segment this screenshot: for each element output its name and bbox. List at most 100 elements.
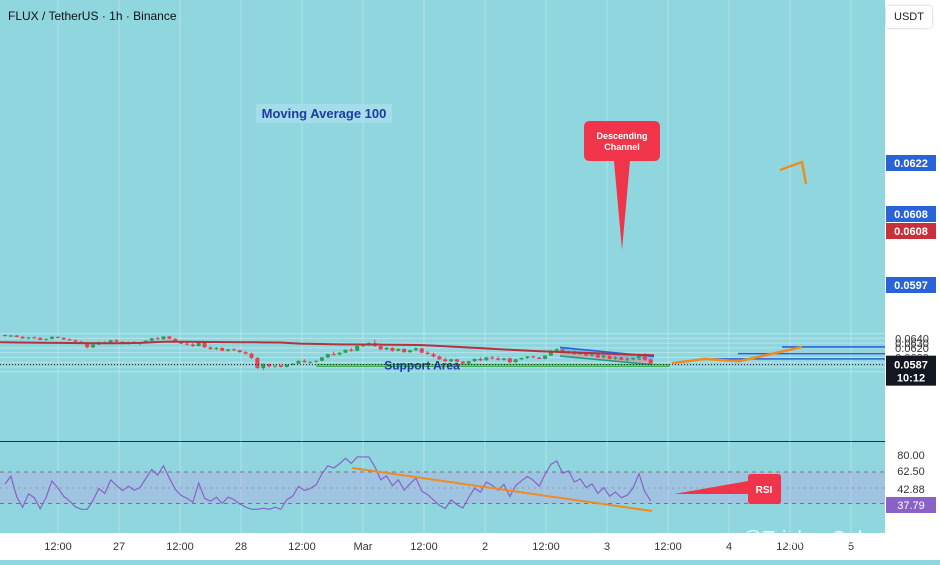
time-tick-label: 3 bbox=[604, 541, 610, 553]
candle-body bbox=[319, 357, 324, 361]
candle-body bbox=[237, 350, 242, 353]
candle-body bbox=[91, 344, 96, 348]
rsi-current-badge bbox=[886, 497, 936, 513]
candle-body bbox=[560, 349, 565, 353]
candle-body bbox=[85, 343, 90, 348]
time-axis-ticks: 12:00 27 12:00 28 12:00 Mar 12:00 2 12:00 3 12:00 4… bbox=[44, 541, 854, 553]
candle-body bbox=[466, 361, 471, 364]
candle-body bbox=[443, 359, 448, 362]
forecast-path bbox=[671, 345, 803, 365]
price-level-badges: 0.0622 0.0608 0.0608 0.0597 bbox=[886, 155, 936, 293]
candle-body bbox=[378, 345, 383, 350]
candle-body bbox=[590, 354, 594, 356]
candle-body bbox=[601, 356, 606, 358]
candle-body bbox=[484, 357, 489, 361]
rsi-callout-text: RSI bbox=[756, 485, 773, 496]
candle-body bbox=[273, 365, 278, 367]
candle-body bbox=[20, 336, 25, 339]
price-tick-label: 0.0620 bbox=[895, 343, 929, 355]
candle-body bbox=[14, 335, 19, 337]
ma-label: Moving Average 100 bbox=[262, 106, 387, 121]
candle-body bbox=[226, 349, 231, 351]
candle-body bbox=[214, 347, 219, 349]
channel-callout-text-2: Channel bbox=[604, 142, 640, 152]
candle-body bbox=[642, 354, 647, 360]
candle-body bbox=[343, 349, 348, 353]
candle-body bbox=[61, 337, 66, 340]
time-tick-label: 27 bbox=[113, 541, 125, 553]
rsi-current-value: 37.79 bbox=[897, 500, 925, 512]
time-tick-label: 12:00 bbox=[776, 541, 804, 553]
candle-body bbox=[437, 356, 442, 360]
candle-body bbox=[267, 364, 272, 367]
ma-label-bg bbox=[256, 104, 392, 123]
level-badge bbox=[886, 206, 936, 222]
candle-body bbox=[554, 349, 559, 352]
time-tick-label: 28 bbox=[235, 541, 247, 553]
level-badge-label: 0.0608 bbox=[894, 209, 928, 221]
time-axis-bg[interactable] bbox=[0, 533, 940, 560]
candle-body bbox=[167, 336, 172, 339]
candle-body bbox=[384, 347, 389, 350]
candle-body bbox=[584, 353, 589, 356]
candle-body bbox=[190, 344, 195, 346]
candle-body bbox=[314, 360, 319, 362]
candle-body bbox=[537, 357, 542, 359]
candle-body bbox=[472, 358, 477, 362]
candle-body bbox=[648, 359, 653, 364]
moving-average-line bbox=[0, 340, 655, 357]
candle-body bbox=[296, 360, 301, 364]
candle-body bbox=[184, 343, 189, 345]
current-price-value: 0.0587 bbox=[894, 360, 928, 372]
candle-body bbox=[543, 355, 548, 359]
rsi-tick-label: 80.00 bbox=[897, 450, 925, 462]
price-axis-bg[interactable] bbox=[885, 0, 940, 533]
candle-body bbox=[38, 337, 43, 340]
candle-body bbox=[595, 354, 600, 358]
candle-body bbox=[396, 348, 401, 351]
candle-body bbox=[496, 358, 501, 360]
candle-body bbox=[114, 340, 119, 342]
rsi-tick-label: 42.88 bbox=[897, 484, 925, 496]
candle-body bbox=[454, 359, 459, 362]
candle-body bbox=[525, 356, 530, 358]
channel-lower-line bbox=[559, 355, 653, 366]
level-badge bbox=[886, 277, 936, 293]
candle-body bbox=[32, 337, 37, 339]
rsi-tick-label: 62.50 bbox=[897, 466, 925, 478]
candle-body bbox=[402, 348, 407, 353]
candle-body bbox=[173, 338, 178, 342]
candle-body bbox=[349, 349, 354, 351]
currency-button[interactable]: USDT bbox=[886, 6, 932, 28]
candle-countdown: 10:12 bbox=[897, 373, 925, 385]
candle-body bbox=[149, 338, 154, 341]
channel-callout bbox=[584, 121, 660, 250]
candle-body bbox=[636, 354, 641, 358]
price-tick-label: 0.0640 bbox=[895, 333, 929, 345]
candle-body bbox=[513, 359, 518, 363]
candle-body bbox=[331, 354, 336, 356]
candle-body bbox=[3, 335, 7, 337]
candle-body bbox=[325, 354, 330, 358]
candle-body bbox=[613, 357, 618, 359]
time-tick-label: 12:00 bbox=[532, 541, 560, 553]
candle-body bbox=[49, 336, 54, 339]
level-badge-label: 0.0608 bbox=[894, 226, 928, 238]
level-badge bbox=[886, 223, 936, 239]
rsi-line bbox=[4, 456, 652, 511]
time-tick-label: 5 bbox=[848, 541, 854, 553]
rsi-callout bbox=[674, 474, 781, 504]
candle-body bbox=[531, 356, 536, 358]
candle-body bbox=[478, 358, 483, 361]
channel-lower-fill bbox=[560, 351, 652, 365]
candle-body bbox=[625, 359, 630, 361]
level-badge bbox=[886, 155, 936, 171]
level-badge-label: 0.0622 bbox=[894, 158, 928, 170]
candle-body bbox=[55, 336, 60, 338]
time-tick-label: 4 bbox=[726, 541, 732, 553]
candle-body bbox=[419, 348, 424, 353]
candle-body bbox=[196, 341, 201, 346]
price-tick-label: 0.0630 bbox=[895, 338, 929, 350]
time-tick-label: 12:00 bbox=[44, 541, 72, 553]
